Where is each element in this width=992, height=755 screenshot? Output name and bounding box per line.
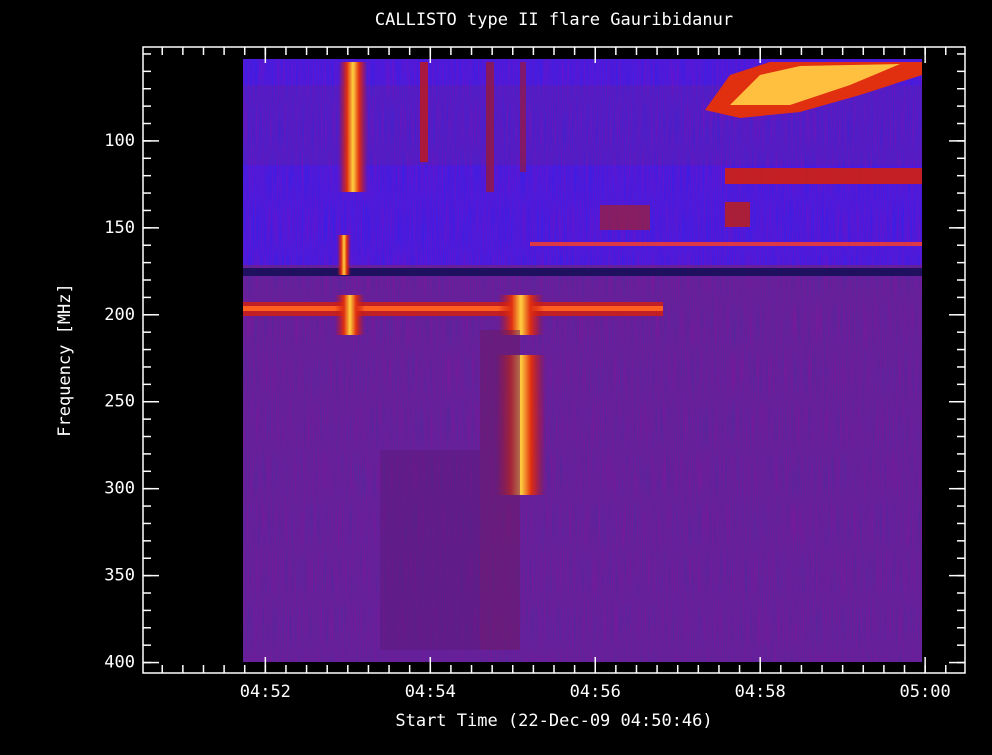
y-tick-label: 350: [104, 566, 135, 586]
y-tick-label: 150: [104, 218, 135, 238]
x-axis-label: Start Time (22-Dec-09 04:50:46): [395, 711, 712, 731]
y-tick-label: 250: [104, 392, 135, 412]
x-tick-label: 04:54: [405, 682, 456, 702]
y-tick-label: 400: [104, 653, 135, 673]
chart-title: CALLISTO type II flare Gauribidanur: [375, 10, 733, 30]
y-axis-label: Frequency [MHz]: [55, 283, 75, 437]
y-tick-label: 100: [104, 131, 135, 151]
y-tick-label: 300: [104, 479, 135, 499]
x-tick-label: 04:56: [570, 682, 621, 702]
x-tick-label: 04:52: [240, 682, 291, 702]
x-tick-label: 05:00: [900, 682, 951, 702]
spectrogram-image: [243, 59, 922, 662]
x-tick-label: 04:58: [735, 682, 786, 702]
y-tick-label: 200: [104, 305, 135, 325]
